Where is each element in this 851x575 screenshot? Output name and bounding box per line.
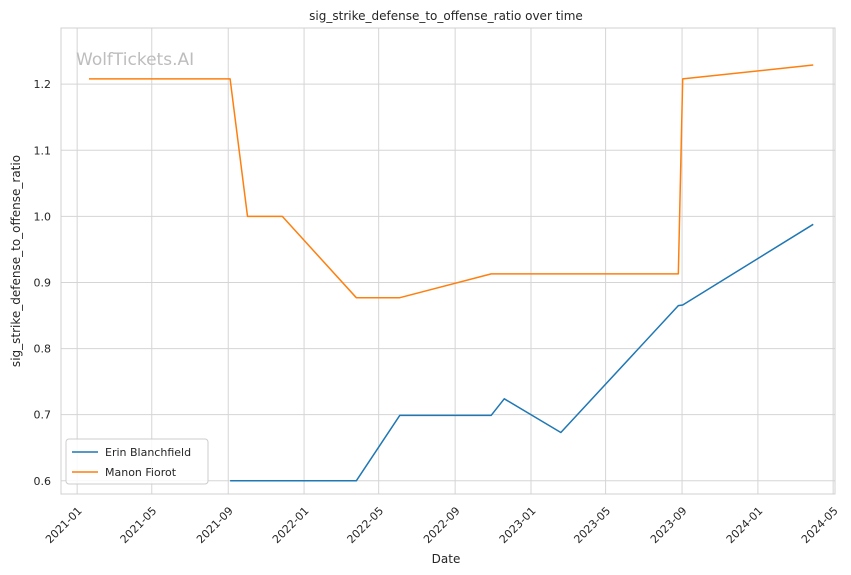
y-tick-labels: 0.6 0.7 0.8 0.9 1.0 1.1 1.2	[34, 78, 52, 488]
series-line-erin-blanchfield	[230, 223, 814, 482]
legend: Erin Blanchfield Manon Fiorot	[65, 438, 209, 485]
y-tick-label: 1.2	[34, 78, 52, 91]
series-line-manon-fiorot	[88, 64, 814, 299]
x-axis-label: Date	[432, 552, 461, 566]
legend-box	[65, 438, 209, 485]
y-tick-label: 1.0	[34, 210, 52, 223]
chart-title: sig_strike_defense_to_offense_ratio over…	[309, 9, 583, 23]
y-tick-label: 0.8	[34, 343, 52, 356]
legend-label: Erin Blanchfield	[105, 446, 191, 459]
legend-label: Manon Fiorot	[105, 466, 177, 479]
y-tick-label: 1.1	[34, 144, 52, 157]
plot-frame	[60, 27, 836, 495]
series-layer	[88, 64, 814, 482]
y-tick-label: 0.6	[34, 475, 52, 488]
y-tick-label: 0.9	[34, 276, 52, 289]
y-tick-label: 0.7	[34, 409, 52, 422]
watermark: WolfTickets.AI	[76, 50, 194, 70]
y-axis-label: sig_strike_defense_to_offense_ratio	[9, 155, 23, 367]
